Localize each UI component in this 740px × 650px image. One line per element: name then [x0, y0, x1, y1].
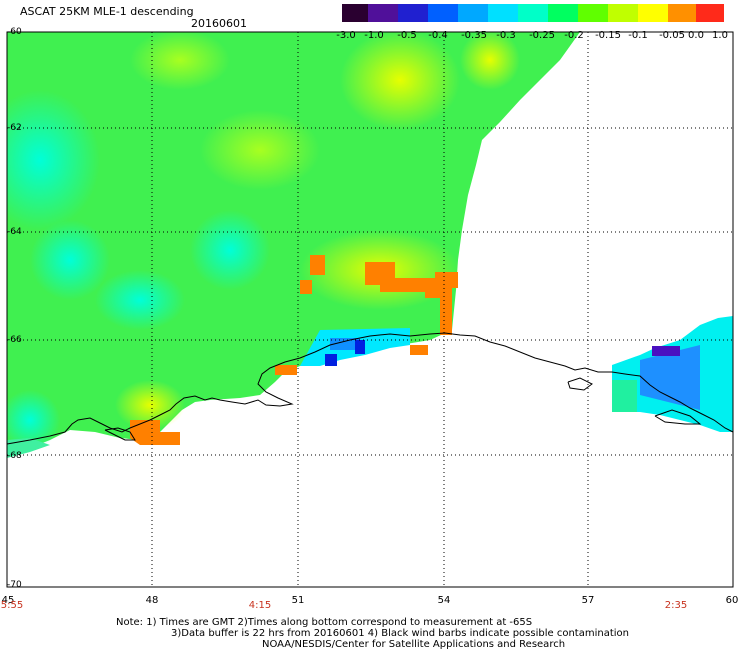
coastline-island: [104, 427, 136, 441]
colorbar-segment: [428, 4, 458, 22]
data-patch-east-blue: [640, 345, 700, 410]
colorbar: -3.0 -1.0 -0.5 -0.4 -0.35 -0.3 -0.25 -0.…: [336, 4, 728, 41]
time-label: 5:55: [0, 600, 24, 611]
data-patch-cyan: [7, 90, 100, 230]
map-date: 20160601: [191, 17, 247, 30]
colorbar-label: -3.0: [336, 30, 356, 41]
x-tick-label: 51: [291, 595, 305, 606]
note-line-1: Note: 1) Times are GMT 2)Times along bot…: [116, 617, 533, 628]
data-patch-yellow: [460, 32, 520, 90]
colorbar-segment: [488, 4, 518, 22]
colorbar-segment: [638, 4, 668, 22]
colorbar-segment: [548, 4, 578, 22]
data-patch-edge: [7, 438, 50, 458]
data-patch-orange: [275, 365, 297, 375]
y-tick-label: -62: [7, 123, 22, 133]
data-patch-orange: [310, 255, 325, 275]
data-patch-lime: [130, 32, 230, 90]
y-tick-label: -64: [7, 227, 22, 237]
colorbar-segment: [608, 4, 638, 22]
note-line-2: 3)Data buffer is 22 hrs from 20160601 4)…: [171, 628, 629, 639]
colorbar-label: -0.2: [564, 30, 584, 41]
data-patch-orange: [365, 262, 458, 335]
y-tick-label: -66: [7, 335, 22, 345]
colorbar-segment: [458, 4, 488, 22]
x-tick-label: 60: [725, 595, 739, 606]
colorbar-segment: [518, 4, 548, 22]
colorbar-label: -0.15: [595, 30, 621, 41]
data-patch-yellow: [115, 380, 185, 430]
y-tick-label: -60: [7, 27, 22, 37]
colorbar-label: -0.4: [428, 30, 448, 41]
note-line-3: NOAA/NESDIS/Center for Satellite Applica…: [262, 639, 566, 650]
data-patch-cyan: [95, 270, 185, 330]
colorbar-label: -0.1: [628, 30, 648, 41]
data-patch-east-green: [612, 380, 637, 412]
y-tick-label: -68: [7, 451, 22, 461]
coastline: [6, 332, 734, 445]
y-tick-label: -70: [7, 580, 22, 590]
data-patch-orange: [410, 345, 428, 355]
colorbar-label: 0.0: [688, 30, 704, 41]
colorbar-segment: [342, 4, 368, 22]
x-tick-label: 48: [145, 595, 159, 606]
x-tick-label: 54: [437, 595, 451, 606]
data-patch-orange: [130, 420, 180, 445]
coastline-island: [567, 377, 593, 391]
colorbar-label: -0.3: [496, 30, 516, 41]
colorbar-label: 1.0: [712, 30, 728, 41]
data-patch-orange: [300, 280, 312, 294]
data-patch-blue: [330, 338, 360, 350]
time-label: 2:35: [664, 600, 688, 611]
data-patch-yellow: [340, 32, 460, 130]
colorbar-segment: [398, 4, 428, 22]
colorbar-segment: [368, 4, 398, 22]
x-tick-label: 57: [581, 595, 595, 606]
data-patch-darkblue: [325, 354, 337, 366]
colorbar-label: -0.05: [659, 30, 685, 41]
colorbar-label: -0.25: [529, 30, 555, 41]
data-field-main: [7, 32, 580, 452]
x-tick-label: 45: [1, 595, 15, 606]
map-title: ASCAT 25KM MLE-1 descending: [20, 5, 194, 18]
colorbar-label: -0.35: [461, 30, 487, 41]
coastline-island: [654, 409, 702, 425]
time-label: 4:15: [248, 600, 272, 611]
data-patch-cyan: [7, 390, 60, 450]
data-patch-lime: [200, 110, 320, 190]
data-patch-cyan: [30, 220, 110, 300]
data-patch-cyan: [190, 210, 270, 290]
plot-frame: [6, 31, 734, 588]
colorbar-segment: [696, 4, 724, 22]
grid-lines: [7, 32, 733, 587]
colorbar-segment: [668, 4, 696, 22]
colorbar-label: -0.5: [397, 30, 417, 41]
colorbar-segment: [578, 4, 608, 22]
data-patch-east-purple: [652, 346, 680, 356]
colorbar-label: -1.0: [364, 30, 384, 41]
data-patch-darkblue: [355, 340, 365, 354]
